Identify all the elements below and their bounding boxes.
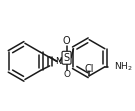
Text: N: N (55, 57, 62, 66)
Text: O: O (63, 37, 70, 47)
Text: Cl: Cl (84, 64, 94, 74)
Text: O: O (63, 70, 70, 79)
Text: NH$_2$: NH$_2$ (114, 61, 133, 73)
Text: S: S (63, 53, 70, 63)
